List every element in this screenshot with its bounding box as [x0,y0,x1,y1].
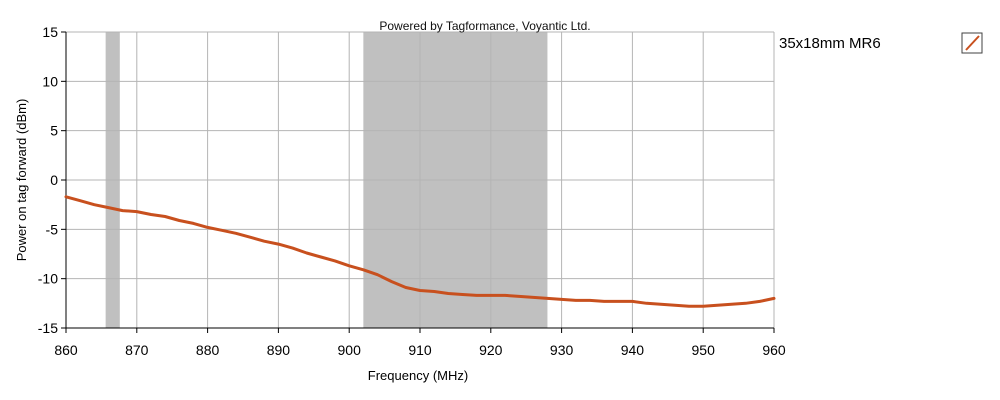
watermark: Powered by Tagformance, Voyantic Ltd. [379,19,590,33]
series-line-0 [64,195,776,308]
x-tick-label: 930 [550,342,574,358]
x-tick-label: 870 [125,342,149,358]
y-tick-label: -5 [46,221,59,237]
legend-entry-label: 35x18mm MR6 [779,35,881,52]
y-axis-title: Power on tag forward (dBm) [14,99,29,262]
series-layer [64,195,776,308]
legend-swatch [961,32,983,54]
x-tick-label: 960 [762,342,786,358]
y-tick-label: -15 [38,320,58,336]
x-tick-labels: 860 870 880 890 900 910 920 930 940 950 960 [54,328,786,358]
x-tick-label: 940 [621,342,645,358]
y-tick-label: 10 [42,73,58,89]
grid-lines [65,31,775,329]
y-tick-label: 5 [50,123,58,139]
x-tick-label: 890 [267,342,291,358]
x-tick-label: 910 [408,342,432,358]
x-tick-label: 920 [479,342,503,358]
y-tick-label: 15 [42,24,58,40]
x-tick-label: 900 [338,342,362,358]
y-tick-label: -10 [38,271,58,287]
x-tick-label: 880 [196,342,220,358]
x-axis-title: Frequency (MHz) [368,368,468,383]
y-tick-labels: 15 10 5 0 -5 -10 -15 [38,24,66,336]
x-tick-label: 950 [692,342,716,358]
y-tick-label: 0 [50,172,58,188]
legend: 35x18mm MR6 [779,32,983,54]
x-tick-label: 860 [54,342,78,358]
